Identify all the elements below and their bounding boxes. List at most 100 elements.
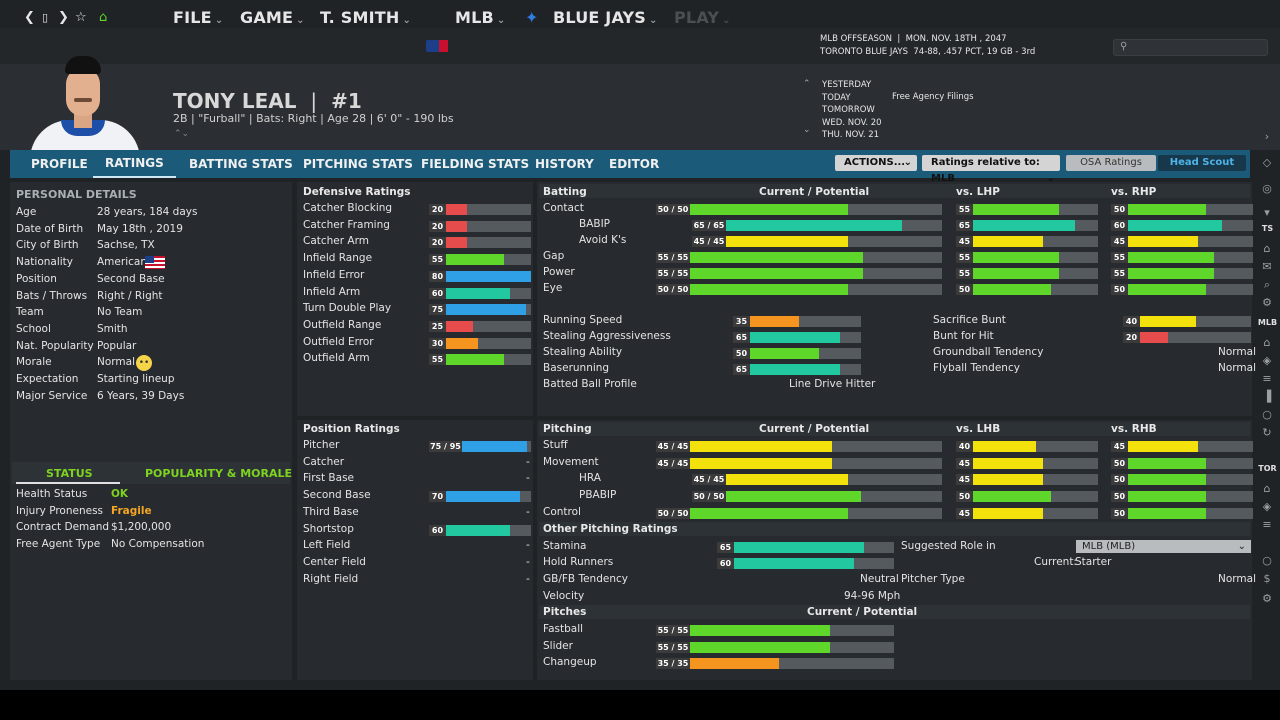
home-icon[interactable]: ⌂ [1263, 482, 1271, 495]
defensive-bar: 55 [429, 354, 531, 366]
rating-value: 80 [429, 270, 446, 282]
back-arrow-icon[interactable]: ❮ [24, 10, 35, 25]
mlb-logo-icon [426, 40, 448, 52]
actions-dropdown[interactable]: ACTIONS... ⌄ [835, 155, 917, 171]
batting-lhp-bar: 55 [956, 204, 1098, 215]
tab-pitching-stats[interactable]: PITCHING STATS [303, 157, 413, 171]
usa-flag-icon [145, 256, 165, 269]
menu-file[interactable]: FILE ⌄ [173, 0, 223, 36]
bunting-label: Bunt for Hit [933, 330, 994, 342]
gear-icon[interactable]: ⚙ [1262, 592, 1272, 605]
search-icon: ⚲ [1120, 41, 1128, 52]
menu-play[interactable]: PLAY ⌄ [674, 0, 731, 36]
menu-game[interactable]: GAME ⌄ [240, 0, 305, 36]
pin-icon[interactable]: ▾ [1264, 206, 1270, 219]
ball-icon[interactable]: ○ [1262, 554, 1272, 567]
home-icon[interactable]: ⌂ [1263, 242, 1271, 255]
rating-fill [1128, 457, 1206, 469]
rating-fill [446, 337, 478, 349]
batting-col-current: Current / Potential [759, 186, 870, 198]
globe-icon[interactable]: ◎ [1262, 182, 1272, 195]
position-label: Left Field [303, 539, 351, 552]
tab-fielding-stats[interactable]: FIELDING STATS [421, 157, 530, 171]
star-icon[interactable]: ☆ [75, 10, 87, 25]
list-icon[interactable]: ≡ [1262, 518, 1272, 531]
calendar-up-icon[interactable]: ⌃ [803, 79, 811, 89]
rating-fill [973, 268, 1059, 279]
calendar-day[interactable]: YESTERDAY [822, 80, 872, 90]
tab-popularity-morale[interactable]: POPULARITY & MORALE [145, 467, 293, 480]
rating-fill [446, 270, 531, 282]
rating-fill [690, 284, 848, 295]
personal-label: Position [16, 272, 57, 285]
home-icon[interactable]: ⌂ [1263, 336, 1271, 349]
tab-batting-stats[interactable]: BATTING STATS [189, 157, 293, 171]
tab-profile[interactable]: PROFILE [31, 157, 88, 171]
calendar-day[interactable]: TOMORROW [822, 105, 875, 115]
running-bar: 65 [733, 332, 861, 343]
expand-arrows-icon[interactable]: ⌃⌄ [174, 129, 190, 139]
page-icon[interactable]: ▯ [42, 11, 49, 24]
rating-fill [726, 236, 848, 247]
ball-icon[interactable]: ○ [1262, 408, 1272, 421]
defensive-bar: 80 [429, 270, 531, 282]
calendar-day[interactable]: THU. NOV. 21 [822, 130, 880, 140]
pitching-bar: 50 / 50 [692, 491, 942, 503]
personal-label: Major Service [16, 389, 88, 402]
ratings-relative-dropdown[interactable]: Ratings relative to: MLB ⌄ [922, 155, 1060, 184]
forward-arrow-icon[interactable]: ❯ [58, 10, 69, 25]
batting-col-lhp: vs. LHP [956, 186, 1000, 198]
tab-editor[interactable]: EDITOR [609, 157, 660, 171]
menu-manager[interactable]: T. SMITH ⌄ [320, 0, 411, 36]
menu-team[interactable]: BLUE JAYS ⌄ [553, 0, 658, 36]
rating-fill [690, 457, 832, 469]
search-icon[interactable]: ⌕ [1263, 278, 1271, 291]
batting-label: Gap [543, 250, 565, 262]
head-scout-button[interactable]: Head Scout [1158, 155, 1246, 171]
home-icon[interactable]: ⌂ [99, 10, 108, 25]
menu-league[interactable]: MLB ⌄ [455, 0, 506, 36]
tendency-value: Normal [1218, 362, 1256, 374]
osa-ratings-button[interactable]: OSA Ratings [1066, 155, 1156, 171]
player-number: #1 [331, 89, 362, 113]
search-input[interactable]: ⚲ [1113, 39, 1268, 56]
calendar-down-icon[interactable]: ⌄ [803, 125, 811, 135]
rating-fill [446, 254, 504, 266]
expand-icon[interactable]: › [1264, 130, 1270, 143]
batting-lhp-bar: 65 [956, 220, 1098, 231]
rating-value: 50 [1111, 457, 1128, 469]
running-bar: 50 [733, 348, 861, 359]
rating-fill [1128, 474, 1206, 486]
batting-rhp-bar: 45 [1111, 236, 1253, 247]
calendar-event[interactable]: Free Agency Filings [892, 92, 974, 102]
tab-ratings[interactable]: RATINGS [93, 150, 176, 178]
stamina-label: Stamina [543, 540, 587, 552]
batting-panel [537, 182, 1252, 416]
personal-value: Sachse, TX [97, 239, 155, 252]
diamond-icon[interactable]: ◇ [1262, 156, 1272, 169]
mail-icon[interactable]: ✉ [1262, 260, 1272, 273]
tab-status[interactable]: STATUS [46, 467, 93, 480]
rating-fill [973, 284, 1051, 295]
calendar-day[interactable]: WED. NOV. 20 [822, 117, 882, 128]
dollar-icon[interactable]: $ [1263, 572, 1271, 585]
personal-value: Starting lineup [97, 373, 175, 385]
shield-icon[interactable]: ◈ [1262, 354, 1272, 367]
bunting-bar: 20 [1123, 332, 1251, 343]
gear-icon[interactable]: ⚙ [1262, 296, 1272, 309]
batting-rhp-bar: 50 [1111, 284, 1253, 295]
calendar-day[interactable]: TODAY [822, 92, 851, 103]
rating-value: 45 [956, 507, 973, 519]
suggested-role-select[interactable]: MLB (MLB) ⌄ [1076, 540, 1251, 553]
menu-file-label: FILE [173, 8, 212, 27]
pitching-rhb-bar: 50 [1111, 474, 1253, 486]
list-icon[interactable]: ≡ [1262, 372, 1272, 385]
pitching-bar: 45 / 45 [692, 474, 942, 486]
tab-history[interactable]: HISTORY [535, 157, 594, 171]
shield-icon[interactable]: ◈ [1262, 500, 1272, 513]
rating-value: 50 / 50 [656, 204, 690, 215]
refresh-icon[interactable]: ↻ [1262, 426, 1272, 439]
morale-face-icon: •• [136, 355, 152, 371]
chart-icon[interactable]: ▐ [1262, 390, 1272, 403]
rating-value: 20 [1123, 332, 1140, 343]
